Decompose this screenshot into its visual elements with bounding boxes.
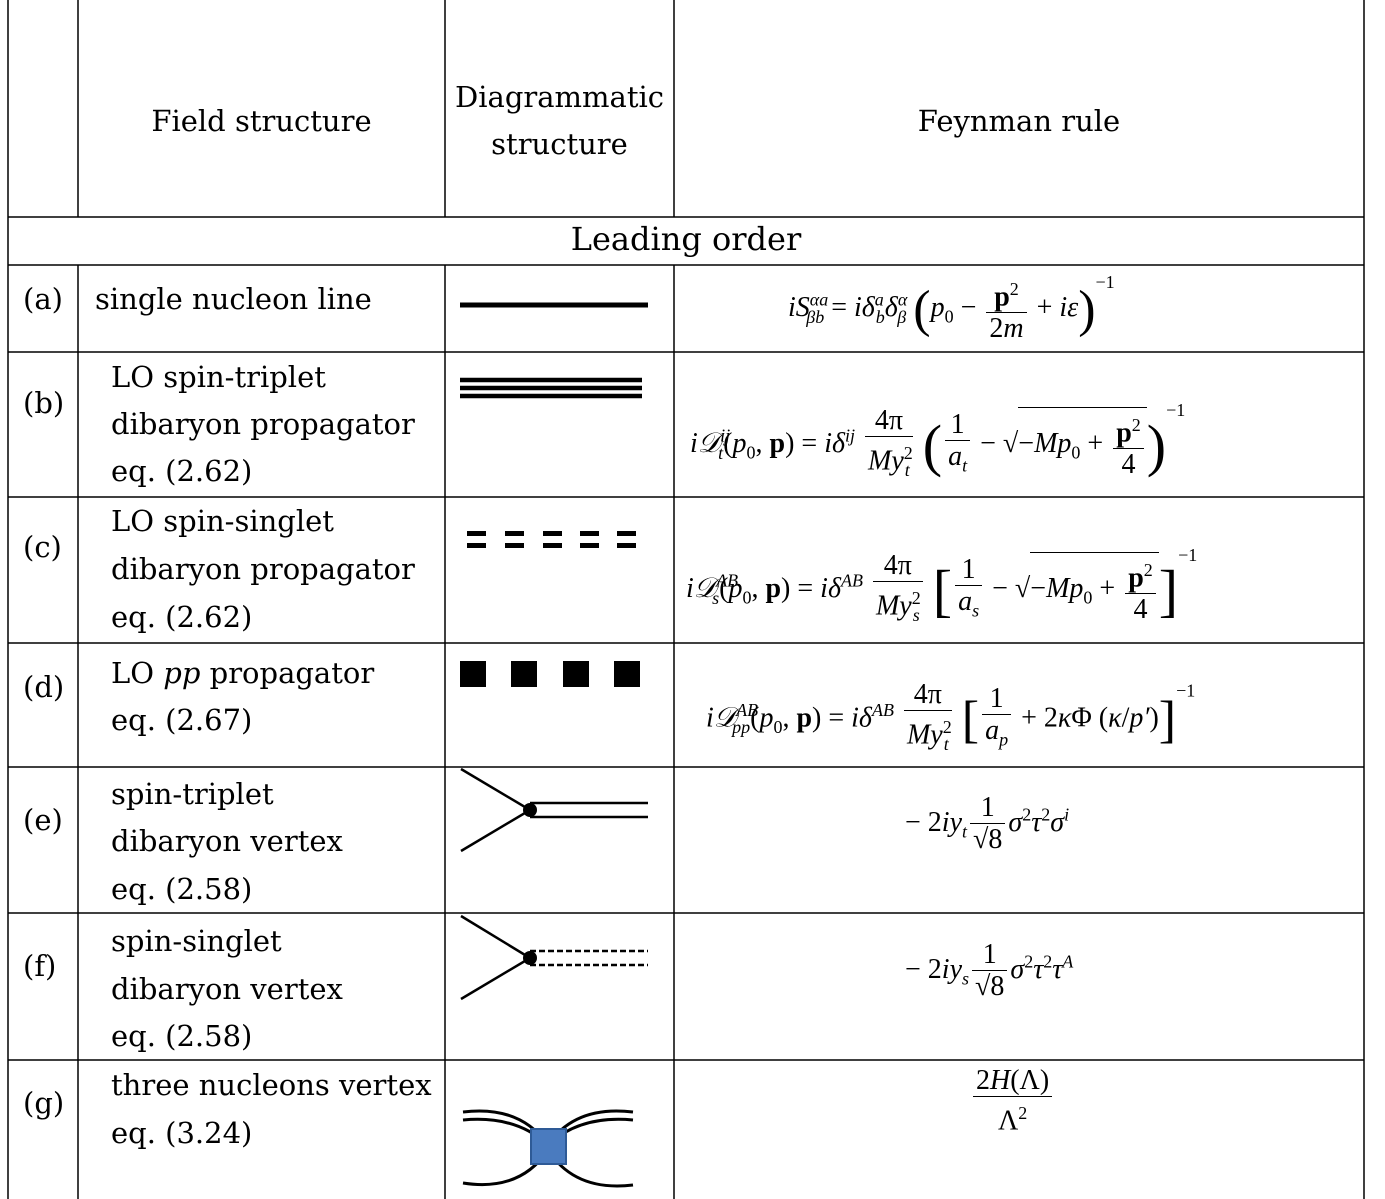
formula-c: i𝒟ABs(p0, p) = iδAB 4π My2s [1 as − √−Mp0 … [686, 545, 1198, 626]
header-field-structure: Field structure [151, 104, 372, 138]
row-desc-g-2: eq. (3.24) [111, 1116, 253, 1150]
row-desc-e-2: dibaryon vertex [111, 824, 343, 858]
formula-g: 2H(Λ) Λ2 [970, 1066, 1055, 1137]
section-title: Leading order [570, 220, 802, 258]
header-diagrammatic-line2: structure [491, 127, 628, 161]
row-label-g: (g) [23, 1086, 65, 1120]
header-diagrammatic-structure: Diagrammatic structure [445, 74, 674, 168]
row-desc-d-pre: LO [111, 656, 164, 690]
formula-f: − 2iys 1 √8 σ2τ2τA [905, 939, 1074, 1003]
pp-propagator [460, 661, 640, 687]
header-feynman-rule: Feynman rule [917, 104, 1121, 138]
row-desc-e-1: spin-triplet [111, 777, 274, 811]
row-desc-d-it: pp [163, 656, 201, 690]
formula-d: i𝒟ABpp(p0, p) = iδAB 4π My2t [1 ap + 2κΦ (… [706, 679, 1196, 754]
row-desc-c-3: eq. (2.62) [111, 600, 253, 634]
row-label-d: (d) [23, 670, 65, 704]
row-desc-f-1: spin-singlet [111, 924, 282, 958]
formula-e: − 2iyt 1 √8 σ2τ2σi [905, 792, 1070, 856]
row-desc-b-2: dibaryon propagator [111, 407, 415, 441]
vertex-square [530, 1128, 567, 1165]
formula-b: i𝒟ijt(p0, p) = iδij 4π My2t (1 at − √−Mp0 … [690, 400, 1186, 481]
row-desc-d-2: eq. (2.67) [111, 703, 253, 737]
row-desc-b-1: LO spin-triplet [111, 360, 326, 394]
row-desc-e-3: eq. (2.58) [111, 872, 253, 906]
header-diagrammatic-line1: Diagrammatic [455, 80, 664, 114]
row-desc-b-3: eq. (2.62) [111, 454, 253, 488]
row-label-a: (a) [23, 282, 63, 316]
row-desc-c-1: LO spin-singlet [111, 504, 334, 538]
row-desc-f-3: eq. (2.58) [111, 1019, 253, 1053]
row-desc-f-2: dibaryon vertex [111, 972, 343, 1006]
row-desc-c-2: dibaryon propagator [111, 552, 415, 586]
spin-triplet-propagator [460, 377, 642, 399]
formula-a: iSαaβb = iδabδαβ (p0 − p2 2m + iε)−1 [788, 272, 1115, 345]
spin-triplet-vertex [460, 767, 648, 853]
spin-singlet-vertex [460, 914, 648, 1001]
row-desc-g-1: three nucleons vertex [111, 1068, 432, 1102]
row-desc-d-1: LO pp propagator [111, 650, 374, 697]
row-desc-a: single nucleon line [95, 282, 372, 316]
spin-singlet-propagator [467, 531, 636, 548]
row-label-e: (e) [23, 803, 63, 837]
row-label-c: (c) [23, 530, 62, 564]
row-label-f: (f) [23, 949, 57, 983]
row-label-b: (b) [23, 386, 65, 420]
row-desc-d-post: propagator [200, 656, 375, 690]
